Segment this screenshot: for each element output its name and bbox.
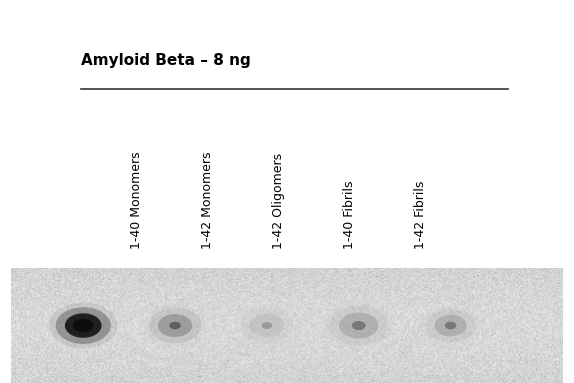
Text: Amyloid Beta – 8 ng: Amyloid Beta – 8 ng bbox=[80, 53, 250, 68]
Ellipse shape bbox=[73, 319, 94, 332]
Ellipse shape bbox=[262, 322, 272, 329]
Ellipse shape bbox=[169, 322, 181, 329]
Ellipse shape bbox=[158, 314, 192, 337]
Ellipse shape bbox=[421, 306, 480, 345]
Ellipse shape bbox=[56, 307, 111, 344]
Ellipse shape bbox=[435, 315, 467, 336]
Ellipse shape bbox=[352, 321, 366, 330]
Ellipse shape bbox=[339, 313, 378, 339]
Text: 1-42 Fibrils: 1-42 Fibrils bbox=[414, 181, 428, 249]
Ellipse shape bbox=[329, 306, 389, 345]
Ellipse shape bbox=[144, 304, 207, 347]
Ellipse shape bbox=[425, 309, 476, 342]
Text: 1-40 Fibrils: 1-40 Fibrils bbox=[343, 181, 356, 249]
Ellipse shape bbox=[324, 303, 393, 349]
Ellipse shape bbox=[49, 303, 118, 349]
Text: 1-42 Oligomers: 1-42 Oligomers bbox=[272, 153, 285, 249]
Ellipse shape bbox=[149, 308, 201, 343]
Text: 1-42 Monomers: 1-42 Monomers bbox=[201, 152, 214, 249]
Ellipse shape bbox=[65, 313, 102, 338]
Ellipse shape bbox=[241, 308, 293, 343]
Ellipse shape bbox=[235, 304, 298, 347]
Text: 1-40 Monomers: 1-40 Monomers bbox=[130, 152, 143, 249]
Ellipse shape bbox=[445, 322, 456, 329]
Ellipse shape bbox=[250, 314, 284, 337]
